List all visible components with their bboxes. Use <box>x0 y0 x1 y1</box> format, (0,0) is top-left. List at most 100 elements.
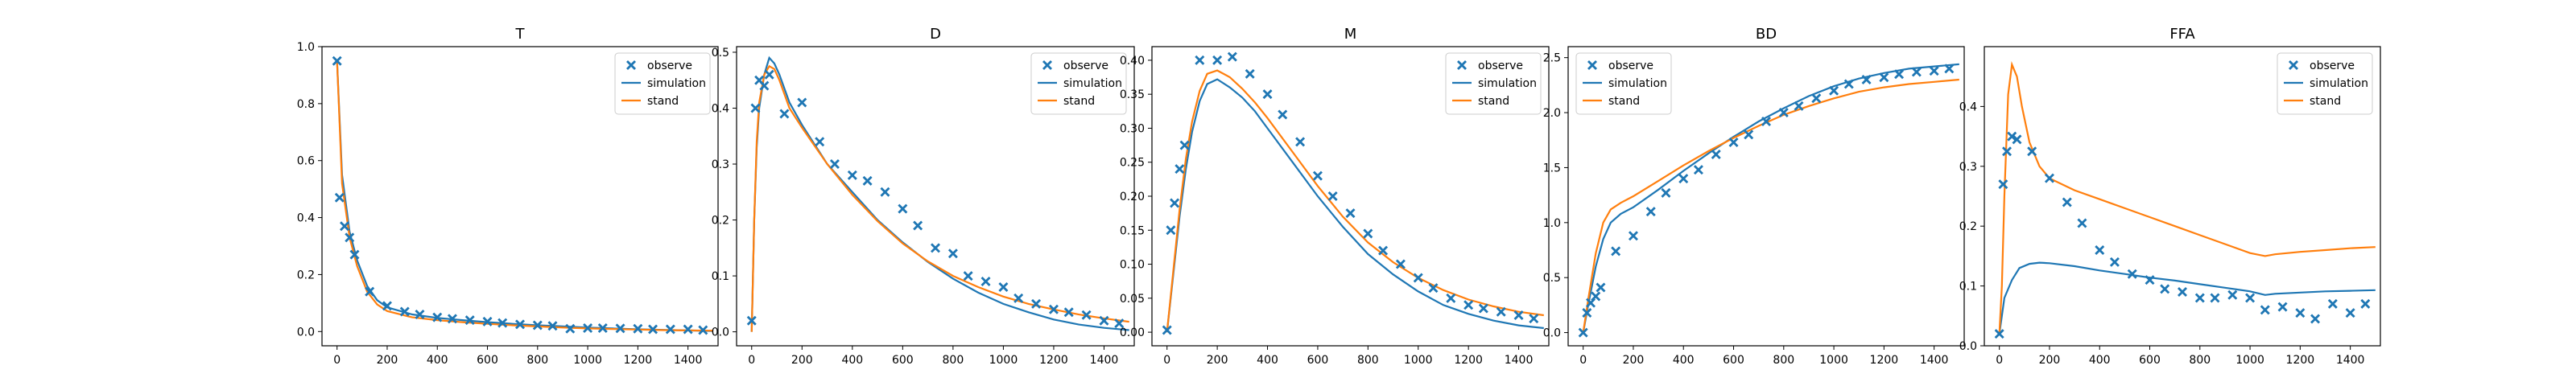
legend-box <box>614 52 711 115</box>
plot-area <box>332 55 713 335</box>
observe-point <box>947 248 958 259</box>
x-tick-label: 400 <box>841 354 863 367</box>
observe-point <box>1428 283 1439 294</box>
axes-frame <box>1984 46 2381 347</box>
observe-point <box>683 324 693 335</box>
observe-point <box>746 315 757 326</box>
legend-label-simulation: simulation <box>2310 77 2368 90</box>
observe-point <box>1262 89 1273 100</box>
observe-point <box>998 281 1009 292</box>
observe-point <box>349 249 360 260</box>
observe-point <box>2227 290 2238 300</box>
observe-point <box>497 318 508 328</box>
legend: observe simulation stand <box>1575 52 1672 115</box>
observe-point <box>2245 293 2256 303</box>
observe-point <box>1879 72 1889 83</box>
legend-label-simulation: simulation <box>1608 77 1667 90</box>
observe-point <box>1099 315 1109 326</box>
x-tick-label: 1200 <box>2286 354 2315 367</box>
subplot-title: T <box>515 26 526 43</box>
observe-point <box>1195 55 1205 65</box>
observe-point <box>2077 218 2087 228</box>
observe-point <box>2160 284 2170 294</box>
observe-point <box>2002 146 2013 157</box>
x-tick-label: 200 <box>377 354 398 367</box>
legend: observe simulation stand <box>2277 52 2373 115</box>
x-tick-label: 1200 <box>624 354 653 367</box>
legend-label-observe: observe <box>1063 60 1108 72</box>
observe-point <box>1327 191 1338 201</box>
x-tick-label: 0 <box>1163 354 1170 367</box>
observe-point <box>532 320 543 331</box>
y-tick-label: 0.5 <box>712 47 729 60</box>
plot-area <box>1162 51 1544 335</box>
observe-point <box>1944 64 1955 74</box>
observe-point <box>1345 208 1356 219</box>
observe-point <box>2127 269 2137 279</box>
subplot-m: M 0 200 400 600 800 1000 1200 1400 0.00 0.05 0.10 0.… <box>1120 26 1550 367</box>
y-tick-label: 0.0 <box>1543 327 1561 340</box>
observe-point <box>1170 198 1180 208</box>
legend-label-stand: stand <box>647 95 679 108</box>
observe-point <box>2044 173 2054 183</box>
observe-point <box>2062 197 2072 207</box>
x-tick-label: 1400 <box>674 354 703 367</box>
legend-label-simulation: simulation <box>647 77 706 90</box>
x-tick-label: 1000 <box>1819 354 1848 367</box>
observe-point <box>1578 327 1588 338</box>
observe-point <box>2007 131 2017 142</box>
y-tick-label: 0.8 <box>297 98 315 111</box>
observe-point <box>963 271 973 281</box>
y-tick-label: 0.10 <box>1120 259 1145 272</box>
x-tick-label: 800 <box>1357 354 1379 367</box>
legend-label-observe: observe <box>2310 60 2355 72</box>
y-tick-label: 0.4 <box>1959 101 1977 113</box>
observe-point <box>2194 293 2205 303</box>
x-tick-label: 1400 <box>2336 354 2365 367</box>
observe-point <box>829 159 840 170</box>
x-tick-label: 600 <box>477 354 498 367</box>
observe-point <box>382 301 392 311</box>
y-tick-label: 0.25 <box>1120 157 1145 170</box>
x-tick-label: 200 <box>1623 354 1645 367</box>
y-tick-label: 0.2 <box>712 215 729 228</box>
observe-point <box>334 192 345 203</box>
observe-point <box>2145 275 2155 285</box>
observe-point <box>815 137 825 147</box>
observe-point <box>1063 307 1074 318</box>
observe-point <box>1081 310 1092 320</box>
simulation-line <box>1998 261 2376 335</box>
x-tick-label: 400 <box>2089 354 2111 367</box>
legend: observe simulation stand <box>1030 52 1127 115</box>
observe-point <box>1513 310 1524 320</box>
x-tick-label: 1400 <box>1920 354 1949 367</box>
observe-point <box>862 175 873 186</box>
observe-point <box>626 60 636 70</box>
y-tick-label: 0.35 <box>1120 88 1145 101</box>
observe-point <box>1378 245 1389 256</box>
observe-point <box>1645 207 1656 217</box>
stand-line <box>1998 61 2376 335</box>
observe-point <box>1587 60 1597 70</box>
x-tick-label: 1000 <box>989 354 1018 367</box>
x-tick-label: 0 <box>1996 354 2003 367</box>
observe-point <box>797 97 807 108</box>
observe-point <box>1998 179 2008 190</box>
observe-point <box>2260 305 2270 315</box>
observe-point <box>2210 293 2220 303</box>
x-tick-label: 600 <box>1723 354 1744 367</box>
observe-point <box>1478 303 1488 314</box>
x-tick-label: 800 <box>1773 354 1794 367</box>
observe-point <box>2277 302 2288 312</box>
y-tick-label: 0.0 <box>1959 340 1977 353</box>
axes-frame <box>1567 46 1965 347</box>
observe-point <box>1031 298 1042 309</box>
observe-point <box>1829 85 1839 96</box>
y-tick-label: 0.1 <box>712 270 729 283</box>
observe-point <box>1114 318 1125 329</box>
stand-line <box>1582 78 1959 333</box>
observe-point <box>1166 225 1176 236</box>
observe-point <box>1711 150 1721 160</box>
observe-point <box>1591 291 1601 302</box>
observe-point <box>1843 79 1854 89</box>
